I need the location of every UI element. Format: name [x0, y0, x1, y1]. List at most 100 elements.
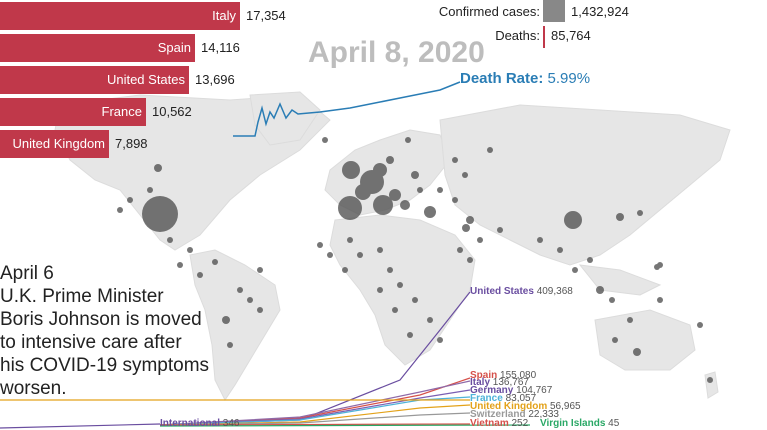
case-bubble [377, 287, 383, 293]
case-bubble [627, 317, 633, 323]
case-bubble [497, 227, 503, 233]
curve-label-name: France [470, 393, 506, 404]
curve-label-value: 155,080 [500, 370, 537, 381]
case-bubble [338, 196, 362, 220]
asia-landmass [439, 104, 731, 266]
curve-label: Virgin Islands 45 [540, 418, 619, 429]
case-bubble [412, 297, 418, 303]
case-bubble [411, 171, 419, 179]
annotation-line: his COVID-19 symptoms [0, 355, 210, 376]
death-rate-line [233, 81, 461, 137]
death-bar [0, 34, 195, 62]
curve-label-value: 22,333 [528, 409, 559, 420]
case-bubble [417, 187, 423, 193]
bar-value-label: 17,354 [246, 8, 286, 23]
death-rate-title: Death Rate: [460, 70, 544, 87]
death-rate-label: Death Rate: 5.99% [460, 70, 590, 87]
case-bubble [117, 207, 123, 213]
case-bubble [327, 252, 333, 258]
case-bubble [247, 297, 253, 303]
case-bubble [405, 137, 411, 143]
death-bar [0, 2, 240, 30]
australia-landmass [594, 309, 696, 371]
event-annotation: April 6 U.K. Prime Minister Boris Johnson … [0, 262, 230, 400]
case-bubble [452, 157, 458, 163]
annotation-line: to intensive care after [0, 332, 182, 353]
curve-label-name: Switzerland [470, 409, 529, 420]
greenland-landmass [249, 91, 321, 146]
case-bubble [637, 210, 643, 216]
bar-value-label: 10,562 [152, 104, 192, 119]
case-bubble [467, 257, 473, 263]
new-zealand-landmass [704, 371, 719, 399]
case-bubble [227, 342, 233, 348]
case-bubble [609, 297, 615, 303]
bar-value-label: 7,898 [115, 136, 148, 151]
case-bubble [707, 377, 713, 383]
case-bubble [400, 200, 410, 210]
deaths-label: Deaths: [495, 28, 540, 43]
death-bar [0, 66, 189, 94]
curve-virgin-islands [159, 424, 531, 427]
case-bubble [197, 272, 203, 278]
curve-switzerland [159, 412, 471, 426]
case-bubble [407, 332, 413, 338]
curve-label-name: Italy [470, 377, 493, 388]
date-title: April 8, 2020 [308, 36, 485, 69]
case-bubble [347, 237, 353, 243]
case-bubble [477, 237, 483, 243]
death-bar [0, 130, 109, 158]
curve-france [159, 396, 471, 426]
case-bubbles [117, 137, 713, 383]
curve-label-value: 409,368 [536, 286, 573, 297]
curve-label-value: 346 [222, 418, 240, 429]
case-bubble [564, 211, 582, 229]
case-bubble [373, 163, 387, 177]
case-bubble [389, 189, 401, 201]
curve-label: Vietnam 252 [470, 418, 528, 429]
case-bubble [424, 206, 436, 218]
case-bubble [654, 264, 660, 270]
deaths-value: 85,764 [551, 28, 591, 43]
curve-label-name: Spain [470, 370, 501, 381]
deaths-bar [543, 26, 545, 48]
curve-label-value: 252 [511, 418, 529, 429]
case-bubble [167, 237, 173, 243]
curve-label-name: Virgin Islands [540, 418, 609, 429]
case-bubble [466, 216, 474, 224]
case-bubble [572, 267, 578, 273]
case-bubble [317, 242, 323, 248]
annotation-line: worsen. [0, 378, 67, 399]
case-bubble [437, 337, 443, 343]
annotation-line: U.K. Prime Minister [0, 286, 164, 307]
case-bubble [392, 307, 398, 313]
case-bubble [397, 282, 403, 288]
case-bubble [177, 262, 183, 268]
curve-label: Italy 136,767 [470, 377, 529, 388]
curve-label: Switzerland 22,333 [470, 409, 559, 420]
confirmed-cases-label: Confirmed cases: [438, 4, 540, 19]
south-america-landmass [189, 249, 281, 401]
case-bubble [386, 156, 394, 164]
curve-label-value: 136,767 [492, 377, 529, 388]
curve-label: United States 409,368 [470, 286, 573, 297]
case-bubble [462, 172, 468, 178]
curve-label-name: Germany [470, 385, 517, 396]
case-bubble [587, 257, 593, 263]
curve-label-value: 83,057 [505, 393, 537, 404]
curve-label-value: 104,767 [516, 385, 553, 396]
case-bubble [147, 187, 153, 193]
bar-value-label: 13,696 [195, 72, 235, 87]
case-bubble [387, 267, 393, 273]
curve-label: Germany 104,767 [470, 385, 552, 396]
southeast-asia-landmass [578, 264, 662, 296]
death-bar [0, 98, 146, 126]
case-bubble [596, 286, 604, 294]
case-bubble [537, 237, 543, 243]
case-bubble [437, 187, 443, 193]
curve-label-name: United Kingdom [470, 401, 550, 412]
case-bubble [657, 297, 663, 303]
annotation-line: Boris Johnson is moved [0, 309, 202, 330]
confirmed-cases-bar [543, 0, 565, 22]
